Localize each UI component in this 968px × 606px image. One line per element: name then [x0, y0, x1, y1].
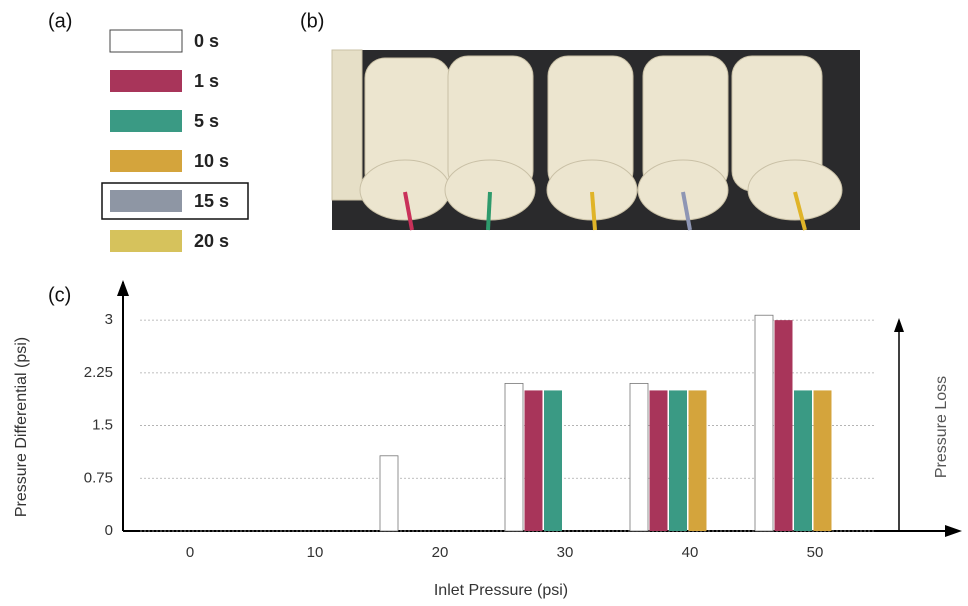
bar: [649, 390, 668, 531]
y-tick-label: 3: [105, 311, 113, 328]
x-tick-label: 30: [557, 544, 574, 561]
bar: [669, 390, 687, 531]
y-tick-label: 0.75: [84, 469, 113, 486]
legend-label: 10 s: [194, 151, 229, 171]
legend-swatch: [110, 150, 182, 172]
y-tick-label: 2.25: [84, 364, 113, 381]
y-tick-label: 0: [105, 522, 113, 539]
legend-label: 0 s: [194, 31, 219, 51]
bar: [379, 455, 399, 532]
panel-label: (a): [48, 10, 72, 32]
legend-swatch: [110, 110, 182, 132]
axis-arrow: [117, 280, 129, 296]
legend-swatch: [110, 190, 182, 212]
annotation-arrow: [894, 318, 904, 332]
annotation: Pressure Loss: [933, 376, 950, 478]
photo: [331, 49, 860, 231]
panel-label: (c): [48, 284, 71, 306]
x-axis-label: Inlet Pressure (psi): [434, 582, 568, 599]
legend-label: 1 s: [194, 71, 219, 91]
bar: [754, 314, 774, 532]
bar: [813, 390, 832, 531]
y-axis-label: Pressure Differential (psi): [13, 337, 30, 517]
legend-label: 20 s: [194, 231, 229, 251]
legend-highlight: [101, 182, 249, 220]
bar: [629, 382, 649, 532]
x-tick-label: 0: [186, 544, 194, 561]
bar: [524, 390, 543, 531]
bar: [544, 390, 562, 531]
bar: [688, 390, 707, 531]
x-tick-label: 50: [807, 544, 824, 561]
bar: [794, 390, 812, 531]
panel-label: (b): [300, 10, 324, 32]
x-tick-label: 20: [432, 544, 449, 561]
bar: [504, 382, 524, 532]
legend-swatch: [109, 29, 183, 53]
bar: [774, 320, 793, 531]
legend-swatch: [110, 70, 182, 92]
legend-label: 5 s: [194, 111, 219, 131]
x-tick-label: 10: [307, 544, 324, 561]
legend-label: 15 s: [194, 191, 229, 211]
y-tick-label: 1.5: [92, 417, 113, 434]
axis-arrow: [945, 525, 962, 537]
x-tick-label: 40: [682, 544, 699, 561]
legend-swatch: [110, 230, 182, 252]
